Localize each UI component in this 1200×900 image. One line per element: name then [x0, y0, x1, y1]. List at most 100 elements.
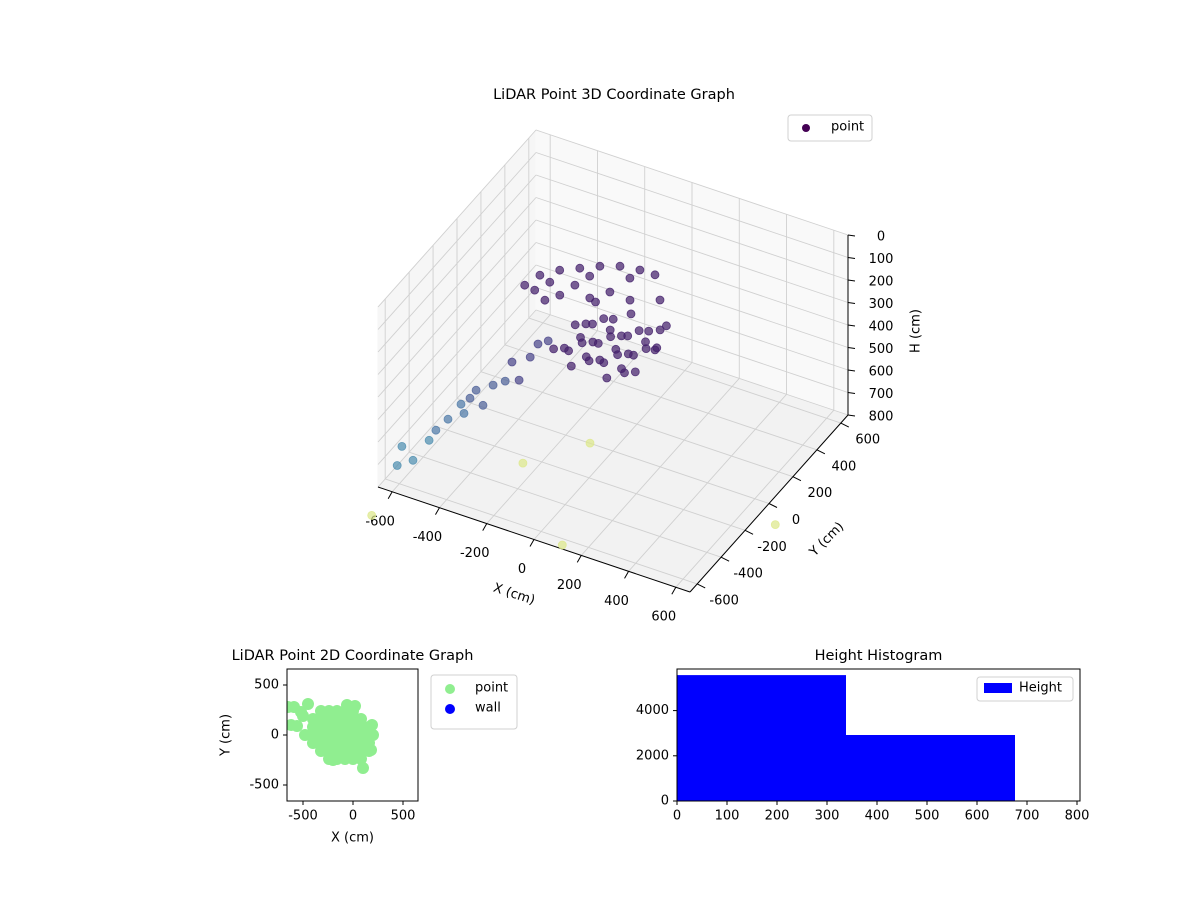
data-point [611, 344, 621, 354]
histogram-bar [677, 675, 846, 801]
y-tick-label: 400 [831, 459, 856, 474]
grid-line [377, 197, 537, 375]
data-point [625, 295, 635, 305]
data-point [507, 357, 517, 367]
x-tick-label: 700 [1015, 809, 1040, 824]
grid-line [432, 424, 746, 531]
data-point [608, 314, 618, 324]
data-point [605, 287, 615, 297]
x-tick-label: -200 [460, 546, 490, 561]
histogram-bar [846, 735, 1015, 801]
y-tick-label: -500 [249, 778, 279, 793]
data-point [585, 271, 595, 281]
legend-box [787, 114, 873, 142]
data-point [530, 285, 540, 295]
x-tick [529, 539, 535, 547]
y-tick [720, 556, 730, 562]
data-point [291, 720, 303, 732]
y-tick-label: -600 [709, 593, 739, 608]
y-axis-label: Y (cm) [219, 714, 234, 757]
z-axis-label: H (cm) [909, 309, 924, 353]
z-tick-label: 100 [869, 252, 894, 267]
x-tick-label: 200 [557, 578, 582, 593]
data-point [617, 364, 626, 374]
data-point [615, 261, 625, 271]
data-point [424, 435, 434, 445]
data-point [365, 744, 377, 756]
legend: Height [976, 676, 1074, 702]
legend-marker [445, 684, 455, 694]
data-point [488, 380, 498, 390]
y-tick [696, 583, 706, 589]
data-point [299, 729, 311, 741]
data-point [585, 438, 595, 448]
data-point [650, 270, 660, 280]
data-point [576, 332, 585, 342]
data-point [581, 352, 591, 362]
grid-line [377, 264, 537, 443]
data-point [626, 309, 636, 319]
grid-line [456, 398, 770, 504]
data-point [302, 698, 314, 710]
z-tick [847, 302, 856, 304]
z-tick [847, 257, 856, 259]
x-axis-line [377, 486, 691, 593]
data-point [588, 319, 597, 329]
data-point [566, 361, 576, 371]
data-point [662, 321, 671, 331]
data-point [555, 290, 565, 300]
data-point [634, 326, 644, 336]
legend-label: Height [1019, 681, 1062, 696]
y-tick-label: -200 [757, 540, 787, 555]
data-point [533, 339, 543, 349]
data-point [357, 762, 369, 774]
data-point [535, 270, 545, 280]
z-tick [847, 234, 856, 237]
data-point [465, 393, 475, 403]
z-tick [847, 324, 856, 327]
data-point [408, 455, 418, 465]
data-point [625, 273, 635, 283]
y-tick-label: 0 [661, 794, 669, 809]
grid-line [535, 242, 849, 348]
data-point [327, 754, 339, 766]
data-point [500, 376, 510, 386]
x-tick [624, 571, 629, 579]
legend-marker [445, 704, 455, 714]
legend-label: wall [475, 701, 501, 716]
data-point [367, 511, 377, 520]
x-tick-label: 500 [391, 809, 416, 824]
y-axis-line [689, 414, 849, 593]
x-tick-label: 400 [604, 594, 629, 609]
y-tick-label: 0 [792, 513, 800, 528]
chart-title: LiDAR Point 2D Coordinate Graph [232, 648, 474, 664]
x-tick-label: 0 [673, 809, 681, 824]
z-tick [847, 369, 856, 372]
z-tick-label: 800 [869, 410, 894, 425]
x-tick [671, 586, 677, 595]
data-point [295, 706, 307, 718]
x-tick-label: -400 [413, 530, 443, 545]
data-point [543, 336, 553, 346]
grid-line [408, 451, 722, 558]
data-point [570, 280, 580, 290]
legend: point [787, 114, 873, 142]
x-tick [576, 555, 582, 563]
grid-line [535, 129, 849, 236]
x-tick-label: 0 [518, 562, 526, 577]
data-point [630, 367, 640, 377]
data-point [629, 350, 638, 360]
grid-line [504, 344, 818, 451]
data-point [650, 345, 660, 355]
data-point [564, 346, 573, 356]
data-point [593, 338, 603, 348]
data-point [478, 400, 488, 410]
z-tick-label: 300 [869, 297, 894, 312]
data-point [443, 414, 453, 424]
z-tick-label: 200 [869, 275, 894, 290]
grid-line [385, 478, 698, 585]
legend: point wall [430, 674, 518, 730]
data-point [599, 358, 609, 368]
data-point [575, 263, 585, 273]
